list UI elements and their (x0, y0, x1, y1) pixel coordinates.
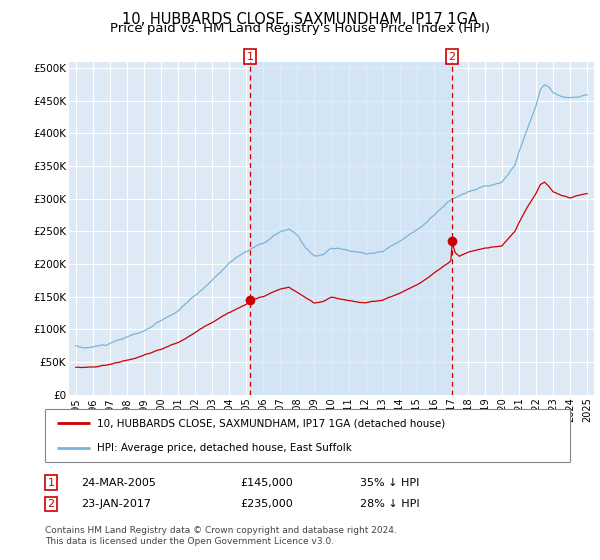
Text: Contains HM Land Registry data © Crown copyright and database right 2024.
This d: Contains HM Land Registry data © Crown c… (45, 526, 397, 546)
Bar (250, 62, 452, 395)
Text: 23-JAN-2017: 23-JAN-2017 (81, 499, 151, 509)
Text: 2: 2 (448, 52, 455, 62)
Text: 2: 2 (47, 499, 55, 509)
Text: Price paid vs. HM Land Registry's House Price Index (HPI): Price paid vs. HM Land Registry's House … (110, 22, 490, 35)
Text: 10, HUBBARDS CLOSE, SAXMUNDHAM, IP17 1GA (detached house): 10, HUBBARDS CLOSE, SAXMUNDHAM, IP17 1GA… (97, 418, 445, 428)
Text: 10, HUBBARDS CLOSE, SAXMUNDHAM, IP17 1GA: 10, HUBBARDS CLOSE, SAXMUNDHAM, IP17 1GA (122, 12, 478, 27)
Text: 24-MAR-2005: 24-MAR-2005 (81, 478, 156, 488)
Text: HPI: Average price, detached house, East Suffolk: HPI: Average price, detached house, East… (97, 442, 352, 452)
Text: 1: 1 (47, 478, 55, 488)
Text: 1: 1 (247, 52, 254, 62)
Text: £235,000: £235,000 (240, 499, 293, 509)
Text: £145,000: £145,000 (240, 478, 293, 488)
Text: 35% ↓ HPI: 35% ↓ HPI (360, 478, 419, 488)
Text: 28% ↓ HPI: 28% ↓ HPI (360, 499, 419, 509)
